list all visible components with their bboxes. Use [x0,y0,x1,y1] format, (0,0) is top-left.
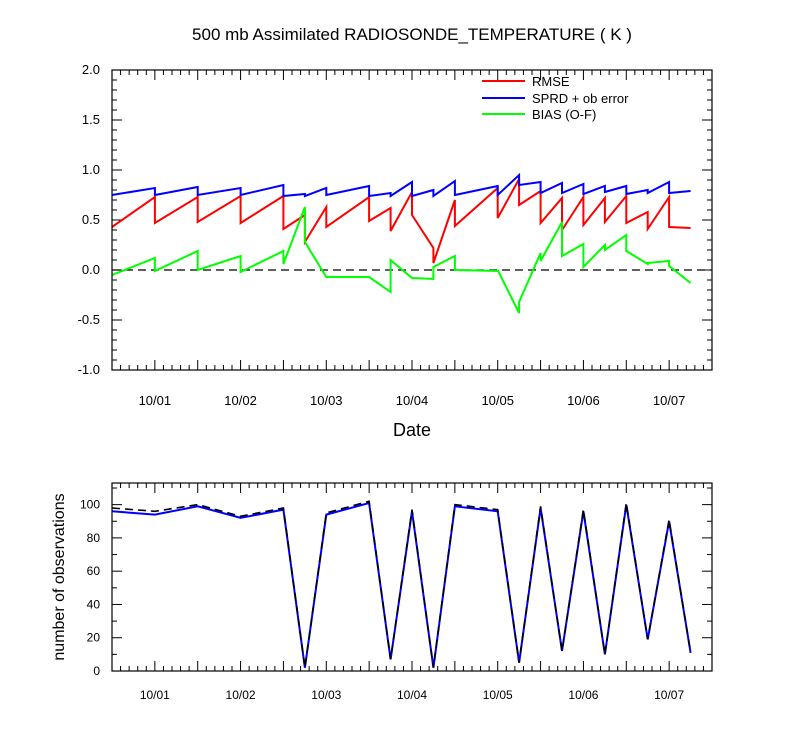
legend-label: BIAS (O-F) [532,107,596,122]
x-tick-label: 10/01 [139,393,172,408]
y-tick-label: 1.0 [82,162,100,177]
bottom-y-axis-label: number of observations [51,493,68,660]
x-tick-label: 10/03 [311,688,341,702]
top-x-tick-labels: 10/01 10/02 10/03 10/04 10/05 10/06 10/07 [139,393,686,408]
top-chart-title: 500 mb Assimilated RADIOSONDE_TEMPERATUR… [192,25,632,44]
x-tick-label: 10/03 [310,393,343,408]
x-tick-label: 10/04 [397,688,427,702]
bottom-series-lines [111,500,692,668]
bottom-y-tick-labels: 0 20 40 60 80 100 [80,498,100,678]
x-tick-label: 10/04 [396,393,429,408]
y-tick-label: 80 [87,531,101,545]
x-tick-label: 10/02 [226,688,256,702]
y-tick-label: -1.0 [78,362,100,377]
top-x-axis-label: Date [393,420,431,440]
top-panel: 500 mb Assimilated RADIOSONDE_TEMPERATUR… [78,25,713,440]
legend-label: SPRD + ob error [532,91,629,106]
series-line-observations-used [111,501,692,668]
x-tick-label: 10/02 [224,393,257,408]
y-tick-label: 60 [87,564,101,578]
y-tick-label: 0.0 [82,262,100,277]
x-tick-label: 10/05 [483,688,513,702]
y-tick-label: -0.5 [78,312,100,327]
y-tick-label: 40 [87,597,101,611]
top-plot-frame [111,69,713,371]
x-tick-label: 10/07 [653,393,686,408]
y-tick-label: 20 [87,631,101,645]
series-line-observations-total [111,500,692,668]
top-series-lines [111,172,692,314]
bottom-x-tick-labels: 10/01 10/02 10/03 10/04 10/05 10/06 10/07 [140,688,685,702]
x-tick-label: 10/05 [481,393,514,408]
y-tick-label: 0.5 [82,212,100,227]
y-tick-label: 100 [80,498,100,512]
legend-label: RMSE [532,74,570,89]
x-tick-label: 10/07 [654,688,684,702]
series-line-sprd-ob-error [111,172,691,198]
y-tick-label: 2.0 [82,62,100,77]
y-tick-label: 0 [93,664,100,678]
bottom-plot-frame [111,482,713,672]
x-tick-label: 10/01 [140,688,170,702]
top-y-tick-labels: -1.0 -0.5 0.0 0.5 1.0 1.5 2.0 [78,62,100,377]
series-line-bias-o-f [111,206,692,314]
x-tick-label: 10/06 [567,393,600,408]
series-line-rmse [111,178,691,264]
y-tick-label: 1.5 [82,112,100,127]
x-tick-label: 10/06 [568,688,598,702]
